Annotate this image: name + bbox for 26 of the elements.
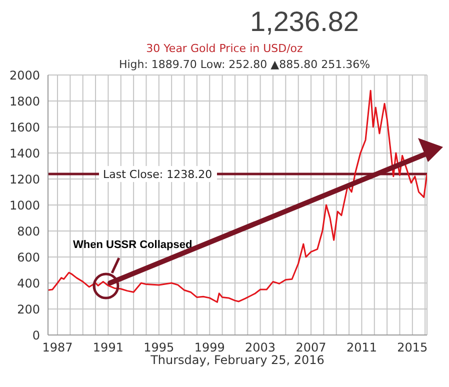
chart-subtitle: High: 1889.70 Low: 252.80 ▲885.80 251.36% — [118, 58, 372, 71]
y-tick-label: 0 — [32, 328, 40, 342]
ref-line-label: Last Close: 1238.20 — [103, 168, 212, 182]
y-tick-label: 2000 — [9, 68, 40, 82]
y-tick-label: 1600 — [9, 120, 40, 134]
x-tick-label: 2003 — [245, 340, 276, 355]
x-tick-label: 2007 — [296, 340, 326, 355]
chart-title: 30 Year Gold Price in USD/oz — [145, 42, 304, 55]
x-tick-label: 1987 — [42, 340, 73, 355]
y-tick-label: 600 — [17, 250, 40, 264]
y-tick-label: 1800 — [9, 94, 40, 108]
annotation: When USSR Collapsed — [73, 239, 192, 251]
y-tick-label: 800 — [17, 224, 40, 238]
y-tick-label: 1000 — [9, 198, 40, 212]
x-tick-label: 2011 — [346, 340, 377, 355]
y-tick-label: 400 — [17, 276, 40, 290]
text: Thursday, February 25, 2016 — [150, 353, 326, 367]
y-tick-label: 1200 — [9, 172, 40, 186]
x-tick-label: 1991 — [92, 340, 124, 355]
y-tick-label: 200 — [17, 302, 40, 316]
text: 1,236.82 — [250, 6, 359, 38]
line-series — [48, 90, 427, 303]
x-tick-label: 1995 — [144, 340, 174, 355]
x-tick-label: 1999 — [194, 340, 225, 355]
y-tick-label: 1400 — [9, 146, 40, 160]
x-tick-label: 2015 — [397, 340, 428, 355]
